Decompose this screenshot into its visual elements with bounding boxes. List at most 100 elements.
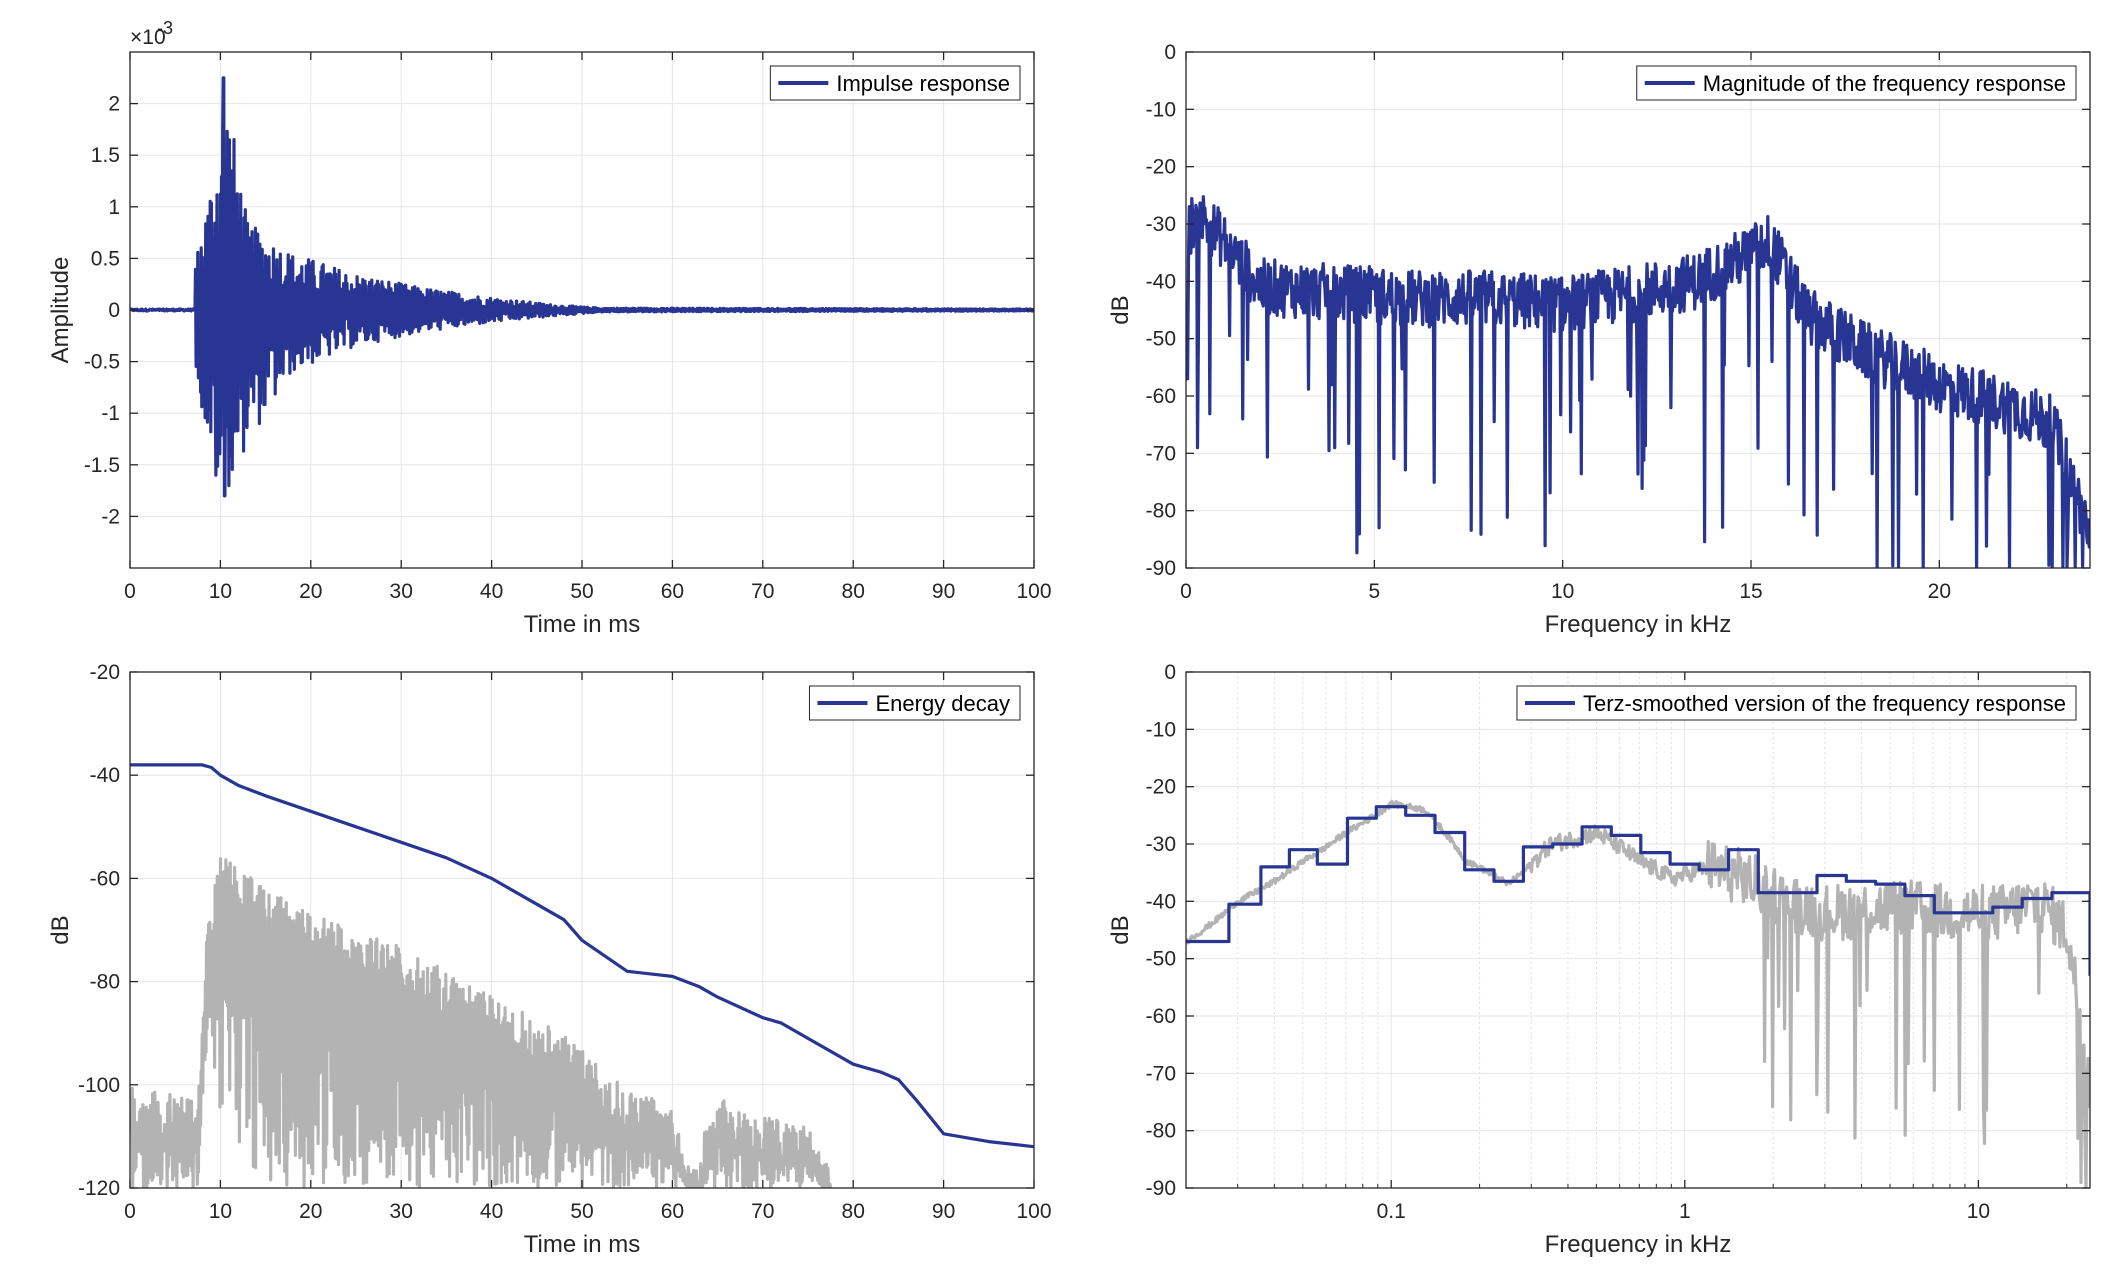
- y-tick-label: -1.5: [84, 454, 120, 477]
- reference-gray-line: [1186, 799, 2090, 1188]
- legend-entry: Magnitude of the frequency response: [1703, 71, 2066, 96]
- x-tick-label: 10: [209, 580, 232, 603]
- y-axis-label: dB: [1107, 915, 1134, 944]
- y-tick-label: -1: [101, 402, 120, 425]
- y-tick-label: 0: [1164, 41, 1176, 64]
- y-tick-label: -50: [1146, 328, 1176, 351]
- y-tick-label: 1: [108, 196, 120, 219]
- y-tick-label: -40: [1146, 270, 1176, 293]
- energy-decay-plot: 0 10 20 30 40 50 60 70 80 90 100 -20 -40 -60 -80 -100 -1…: [47, 661, 1052, 1258]
- legend-entry: Terz-smoothed version of the frequency r…: [1583, 691, 2066, 716]
- y-tick-label: -70: [1146, 1062, 1176, 1085]
- y-tick-label: -80: [1146, 1120, 1176, 1143]
- y-tick-label: -70: [1146, 442, 1176, 465]
- x-tick-label: 20: [1928, 580, 1951, 603]
- x-tick-label: 60: [661, 1200, 684, 1223]
- legend: Terz-smoothed version of the frequency r…: [1516, 685, 2077, 721]
- x-axis-label: Frequency in kHz: [1545, 1231, 1732, 1258]
- x-tick-label: 70: [751, 1200, 774, 1223]
- y-tick-label: -50: [1146, 948, 1176, 971]
- y-exponent-label: ×10: [130, 26, 166, 49]
- y-exponent-power: -3: [157, 18, 173, 38]
- axes-frame: [1185, 51, 2091, 569]
- y-tick-label: -20: [1146, 776, 1176, 799]
- x-tick-label: 0: [124, 1200, 136, 1223]
- x-tick-label: 20: [299, 1200, 322, 1223]
- y-tick-label: 1.5: [91, 144, 120, 167]
- x-axis-label: Frequency in kHz: [1545, 611, 1732, 638]
- axis-ticks: 0 10 20 30 40 50 60 70 80 90 100 -20 -40 -60 -80 -100 -1…: [78, 661, 1052, 1223]
- y-tick-label: -20: [1146, 156, 1176, 179]
- legend-box: [1636, 65, 2077, 101]
- plot-area: [1186, 195, 2090, 568]
- legend-entry: Impulse response: [836, 71, 1010, 96]
- x-tick-label: 0: [124, 580, 136, 603]
- x-tick-label: 90: [932, 1200, 955, 1223]
- plot-area: [1186, 799, 2090, 1188]
- y-axis-label: dB: [1107, 295, 1134, 324]
- y-tick-label: 0.5: [91, 247, 120, 270]
- terz-smoothed-plot: 0.1 1 10 0 -10 -20 -30 -40 -50 -60 -70 -80 -90 Frequ…: [1107, 661, 2091, 1258]
- legend: Magnitude of the frequency response: [1636, 65, 2077, 101]
- series-line: [1186, 805, 2090, 976]
- x-tick-label: 30: [390, 1200, 413, 1223]
- series-line: [1186, 195, 2090, 568]
- y-tick-label: -2: [101, 505, 120, 528]
- y-tick-label: -60: [90, 867, 120, 890]
- axes-frame: [1185, 671, 2091, 1189]
- y-tick-label: 0: [108, 299, 120, 322]
- x-tick-label: 5: [1368, 580, 1380, 603]
- impulse-response-plot: 0 10 20 30 40 50 60 70 80 90 100 2 1.5 1 0.5 0 -0.5 -1 -1.…: [47, 18, 1052, 638]
- x-tick-label: 60: [661, 580, 684, 603]
- y-tick-label: -40: [90, 764, 120, 787]
- x-axis-label: Time in ms: [524, 1231, 640, 1258]
- legend-box: [1516, 685, 2077, 721]
- y-tick-label: -10: [1146, 718, 1176, 741]
- x-tick-label: 40: [480, 1200, 503, 1223]
- x-tick-label: 15: [1739, 580, 1762, 603]
- y-tick-label: -90: [1146, 557, 1176, 580]
- x-tick-label: 20: [299, 580, 322, 603]
- x-tick-label: 30: [390, 580, 413, 603]
- x-tick-label: 100: [1016, 580, 1051, 603]
- x-tick-label: 10: [1551, 580, 1574, 603]
- x-tick-label: 0: [1180, 580, 1192, 603]
- y-axis-label: Amplitude: [47, 257, 74, 364]
- y-tick-label: 2: [108, 93, 120, 116]
- y-tick-label: -60: [1146, 385, 1176, 408]
- x-tick-label: 70: [751, 580, 774, 603]
- axis-ticks: 0 10 20 30 40 50 60 70 80 90 100 2 1.5 1 0.5 0 -0.5 -1 -1.…: [84, 52, 1052, 603]
- x-tick-label: 10: [1967, 1200, 1990, 1223]
- y-tick-label: -30: [1146, 833, 1176, 856]
- plot-area: [130, 76, 1034, 498]
- series-line: [130, 76, 1034, 498]
- y-axis-label: dB: [47, 915, 74, 944]
- legend-entry: Energy decay: [875, 691, 1010, 716]
- y-tick-label: -90: [1146, 1177, 1176, 1200]
- x-tick-label: 10: [209, 1200, 232, 1223]
- plot-area: [130, 763, 1034, 1188]
- x-axis-label: Time in ms: [524, 611, 640, 638]
- x-tick-label: 90: [932, 580, 955, 603]
- x-tick-label: 80: [842, 1200, 865, 1223]
- series-line: [130, 763, 1034, 1149]
- y-tick-label: -10: [1146, 98, 1176, 121]
- legend: Impulse response: [769, 65, 1021, 101]
- legend: Energy decay: [808, 685, 1021, 721]
- axis-ticks: 0 5 10 15 20 0 -10 -20 -30 -40 -50 -60 -70 -80 -90: [1146, 41, 2090, 603]
- y-tick-label: -30: [1146, 213, 1176, 236]
- y-tick-label: -0.5: [84, 351, 120, 374]
- magnitude-response-plot: 0 5 10 15 20 0 -10 -20 -30 -40 -50 -60 -70 -80 -90 Fre…: [1107, 41, 2091, 638]
- y-tick-label: -100: [78, 1074, 120, 1097]
- y-tick-label: -80: [1146, 500, 1176, 523]
- x-tick-label: 40: [480, 580, 503, 603]
- x-tick-label: 100: [1016, 1200, 1051, 1223]
- y-tick-label: 0: [1164, 661, 1176, 684]
- x-tick-label: 0.1: [1377, 1200, 1406, 1223]
- reference-gray-line: [130, 857, 833, 1188]
- x-tick-label: 50: [570, 580, 593, 603]
- y-tick-label: -120: [78, 1177, 120, 1200]
- y-tick-label: -60: [1146, 1005, 1176, 1028]
- y-tick-label: -40: [1146, 890, 1176, 913]
